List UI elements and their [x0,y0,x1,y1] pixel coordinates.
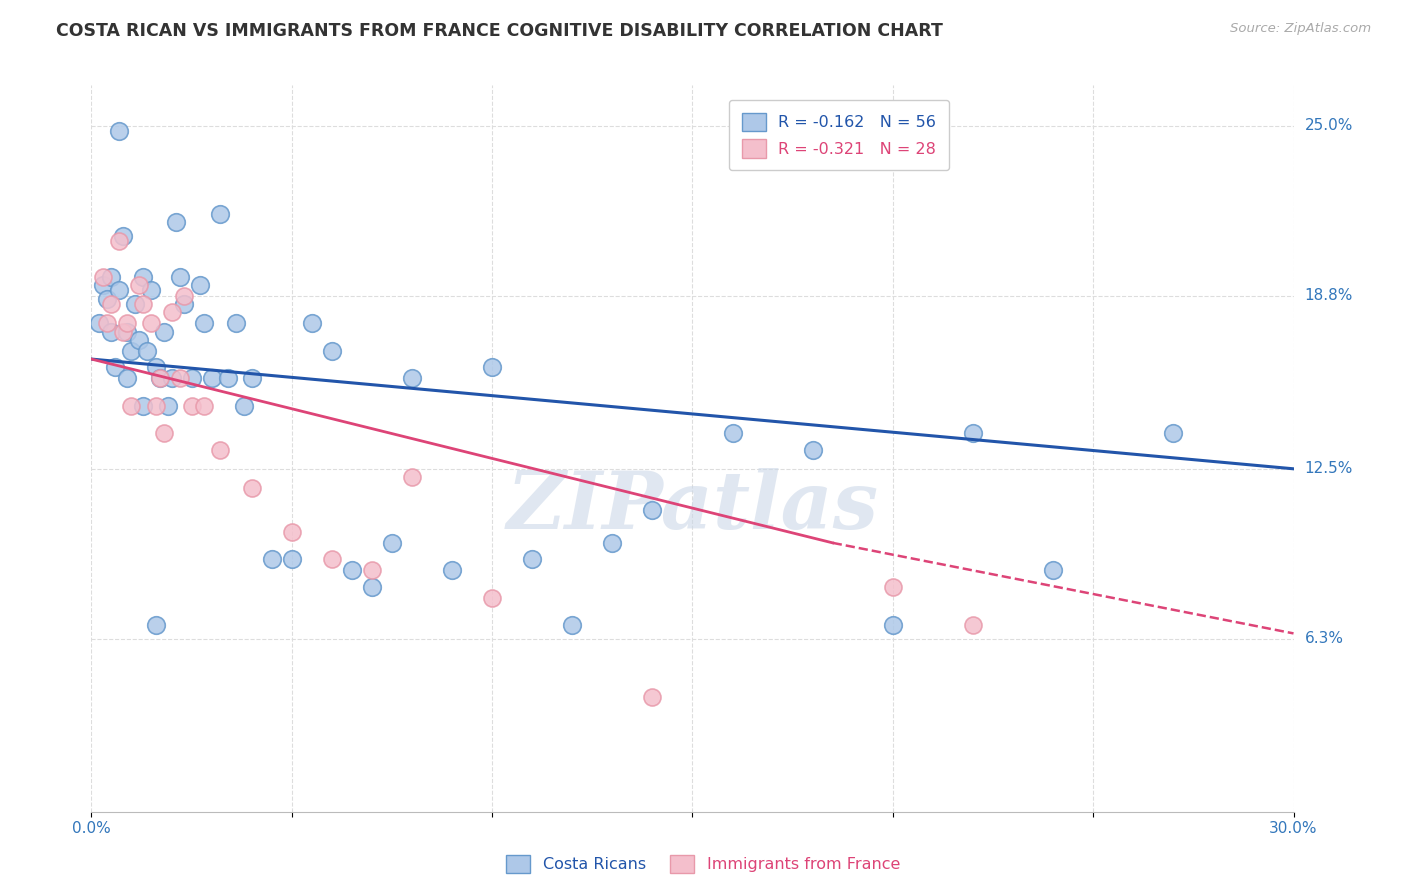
Point [128,333,150,347]
Point [132,269,155,284]
Point [104,360,127,375]
Point [180,371,202,385]
Point [340,563,363,577]
Point [145,399,167,413]
Point [321,343,343,358]
Point [156,399,179,413]
Text: COSTA RICAN VS IMMIGRANTS FROM FRANCE COGNITIVE DISABILITY CORRELATION CHART: COSTA RICAN VS IMMIGRANTS FROM FRANCE CO… [56,22,943,40]
Text: 25.0%: 25.0% [1305,119,1353,134]
Point [882,618,904,632]
Point [132,399,155,413]
Point [108,234,131,248]
Point [381,536,404,550]
Text: Source: ZipAtlas.com: Source: ZipAtlas.com [1230,22,1371,36]
Point [401,371,423,385]
Point [160,305,183,319]
Point [124,297,146,311]
Point [522,552,544,566]
Point [89,317,111,331]
Point [121,399,143,413]
Point [188,278,211,293]
Point [93,278,115,293]
Point [148,371,170,385]
Point [641,503,664,517]
Point [108,124,131,138]
Point [882,580,904,594]
Point [148,371,170,385]
Text: 18.8%: 18.8% [1305,288,1353,303]
Point [561,618,583,632]
Point [321,552,343,566]
Point [602,536,624,550]
Point [360,563,382,577]
Point [232,399,254,413]
Point [281,552,304,566]
Point [260,552,283,566]
Point [100,297,122,311]
Point [301,317,323,331]
Point [152,325,174,339]
Point [128,278,150,293]
Point [173,297,195,311]
Point [96,292,118,306]
Point [1163,426,1185,441]
Point [145,360,167,375]
Point [132,297,155,311]
Text: 12.5%: 12.5% [1305,461,1353,476]
Point [440,563,463,577]
Point [281,524,304,539]
Point [201,371,224,385]
Point [481,360,503,375]
Y-axis label: Cognitive Disability: Cognitive Disability [0,374,7,523]
Point [962,426,984,441]
Point [225,317,247,331]
Legend: R = -0.162   N = 56, R = -0.321   N = 28: R = -0.162 N = 56, R = -0.321 N = 28 [728,100,949,170]
Point [401,470,423,484]
Point [117,317,139,331]
Point [117,371,139,385]
Point [641,690,664,704]
Point [360,580,382,594]
Point [208,442,231,457]
Point [112,228,135,243]
Point [721,426,744,441]
Point [141,284,163,298]
Point [193,317,215,331]
Point [100,269,122,284]
Text: ZIPatlas: ZIPatlas [506,467,879,545]
Legend: Costa Ricans, Immigrants from France: Costa Ricans, Immigrants from France [499,848,907,880]
Point [165,215,187,229]
Point [481,591,503,605]
Point [108,284,131,298]
Point [240,371,263,385]
Point [217,371,239,385]
Point [141,317,163,331]
Point [180,399,202,413]
Point [121,343,143,358]
Point [173,289,195,303]
Point [208,207,231,221]
Point [96,317,118,331]
Point [136,343,159,358]
Text: 6.3%: 6.3% [1305,632,1344,647]
Point [117,325,139,339]
Point [169,371,191,385]
Point [93,269,115,284]
Point [193,399,215,413]
Point [962,618,984,632]
Point [240,481,263,495]
Point [169,269,191,284]
Point [100,325,122,339]
Point [112,325,135,339]
Point [160,371,183,385]
Point [801,442,824,457]
Point [1042,563,1064,577]
Point [145,618,167,632]
Point [152,426,174,441]
